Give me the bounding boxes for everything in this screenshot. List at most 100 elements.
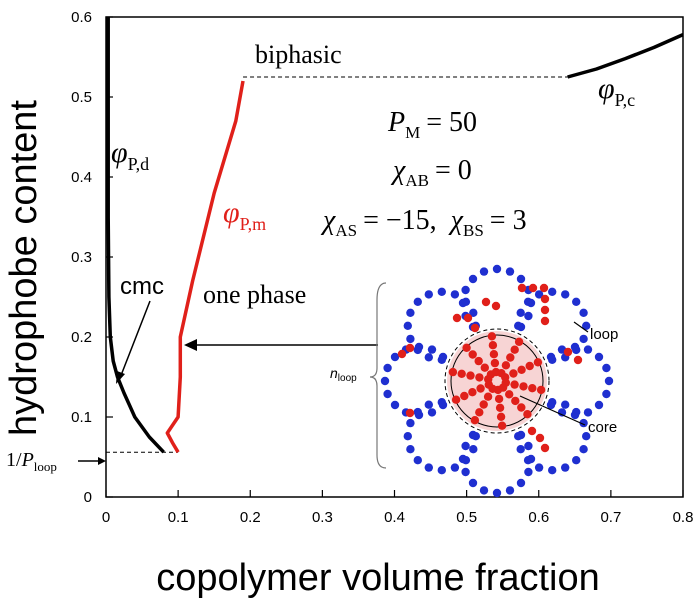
core-bead [475, 408, 484, 417]
core-bead [510, 345, 519, 354]
loop-bead [582, 432, 591, 441]
core-bead [519, 382, 528, 391]
loop-bead [461, 467, 470, 477]
loop-bead [516, 274, 526, 284]
x-tick-label: 0.6 [528, 509, 549, 526]
dashed-boundaries [106, 76, 568, 453]
chi-ab-annotation: χAB = 0 [390, 155, 472, 190]
loop-bead [524, 441, 533, 451]
core-bead [451, 395, 461, 404]
loop-bead [579, 445, 588, 454]
loop-bead [390, 400, 400, 410]
loop-bead [424, 400, 433, 409]
micelle-inset: nloop loop core [330, 264, 618, 498]
loop-bead [461, 441, 470, 451]
core-bead [501, 373, 510, 382]
loop-bead [424, 463, 433, 472]
inset-core-label: core [588, 419, 617, 436]
x-axis-label: copolymer volume fraction [156, 557, 600, 599]
x-tick-label: 0.5 [456, 509, 477, 526]
loop-bead [524, 467, 533, 477]
loop-bead [572, 456, 581, 465]
core-bead [514, 337, 524, 346]
loop-bead [413, 297, 422, 306]
loop-bead [469, 445, 478, 454]
loop-bead [534, 290, 544, 299]
cmc-pointer [119, 300, 151, 379]
loop-bead [468, 274, 478, 284]
core-bead [468, 388, 477, 397]
loop-bead [413, 345, 422, 355]
loop-bead [427, 408, 437, 417]
loop-bead [516, 430, 526, 440]
loop-bead [572, 407, 581, 417]
free-chain-bead [517, 283, 527, 293]
core-bead [470, 416, 480, 425]
loop-bead [548, 355, 557, 364]
loop-bead [438, 400, 448, 410]
loop-bead [461, 456, 471, 465]
cmc-label: cmc [120, 273, 164, 300]
core-bead [525, 361, 534, 371]
core-bead [528, 384, 537, 393]
loop-bead [479, 486, 489, 495]
y-tick-label: 0.5 [71, 89, 92, 106]
free-chain-bead [540, 305, 550, 315]
core-bead [476, 384, 485, 393]
one-phase-label: one phase [203, 280, 306, 309]
free-chain-bead [405, 343, 415, 353]
loop-bead [406, 308, 415, 317]
core-bead [489, 350, 499, 359]
core-bead [466, 371, 475, 380]
core-bead [506, 353, 515, 362]
loop-bead [579, 334, 588, 344]
loop-bead [403, 321, 412, 330]
core-bead [474, 356, 483, 366]
inset-pointer-head [184, 339, 197, 351]
x-tick-label: 0 [102, 509, 110, 526]
x-tick-label: 0.8 [673, 509, 694, 526]
loop-bead [594, 352, 604, 362]
x-tick-label: 0.3 [312, 509, 333, 526]
core-bead [460, 391, 469, 401]
free-chain-bead [491, 301, 501, 311]
x-tick-label: 0.4 [384, 509, 405, 526]
core-bead [448, 367, 458, 377]
loop-bead [534, 463, 544, 472]
free-chain-bead [540, 294, 550, 304]
loop-bead [579, 418, 588, 428]
loop-bead [383, 389, 392, 399]
loop-bead [437, 355, 446, 364]
micelle-chains [380, 264, 614, 498]
free-chain-bead [527, 426, 537, 436]
free-chain-bead [539, 283, 549, 293]
loop-bead [406, 334, 415, 344]
loop-bead [572, 297, 581, 306]
loop-bead [561, 400, 570, 409]
loop-bead [548, 466, 557, 475]
x-tick-label: 0.1 [168, 509, 189, 526]
core-bead [496, 412, 506, 421]
pm-annotation: PM = 50 [387, 107, 477, 142]
loop-bead [450, 290, 460, 299]
free-chain-bead [535, 433, 545, 443]
loop-bead [602, 389, 611, 399]
loop-bead [380, 376, 390, 386]
loop-bead [594, 400, 604, 410]
chi-as-bs-annotation: χAS = −15, χBS = 3 [320, 205, 527, 240]
loop-bead [383, 363, 392, 373]
loop-bead [583, 345, 593, 354]
loop-bead [406, 445, 415, 454]
loop-bead [469, 308, 478, 317]
core-bead [509, 369, 518, 378]
loop-bead [424, 353, 433, 362]
phi-pd-label: φP,d [111, 136, 149, 174]
loop-bead [424, 290, 433, 299]
loop-ratio-label: 1/Ploop [6, 449, 57, 474]
loop-bead [471, 432, 480, 441]
n-loop-label: nloop [330, 365, 357, 384]
free-chain-bead [463, 313, 473, 323]
loop-bead [572, 345, 581, 355]
core-bead [523, 410, 532, 419]
